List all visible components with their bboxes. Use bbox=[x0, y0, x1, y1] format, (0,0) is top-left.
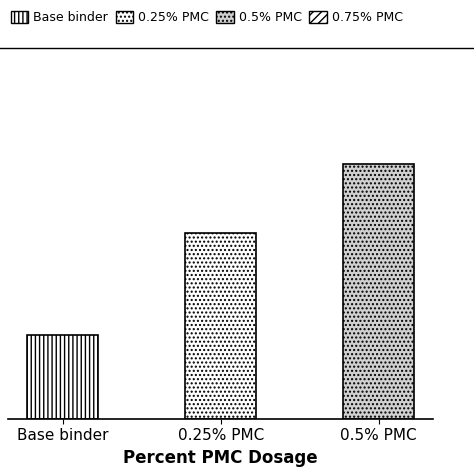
Bar bbox=[343, 164, 414, 419]
Bar bbox=[185, 234, 256, 419]
Bar bbox=[27, 336, 99, 419]
X-axis label: Percent PMC Dosage: Percent PMC Dosage bbox=[123, 449, 318, 467]
Legend: Base binder, 0.25% PMC, 0.5% PMC, 0.75% PMC: Base binder, 0.25% PMC, 0.5% PMC, 0.75% … bbox=[6, 6, 408, 29]
